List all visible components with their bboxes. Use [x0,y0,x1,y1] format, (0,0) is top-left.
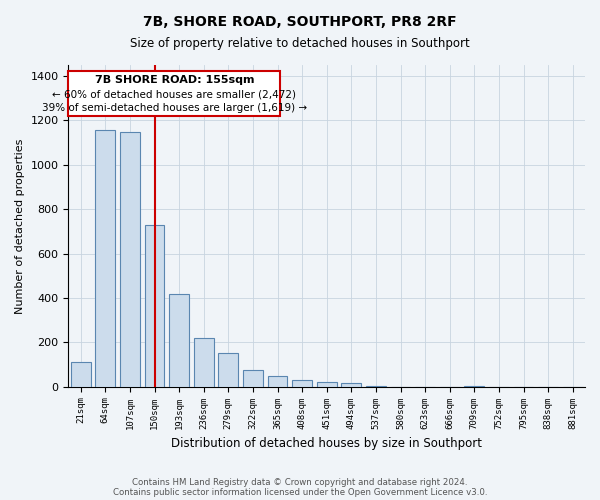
X-axis label: Distribution of detached houses by size in Southport: Distribution of detached houses by size … [171,437,482,450]
Text: Contains HM Land Registry data © Crown copyright and database right 2024.: Contains HM Land Registry data © Crown c… [132,478,468,487]
Text: ← 60% of detached houses are smaller (2,472): ← 60% of detached houses are smaller (2,… [52,89,296,99]
FancyBboxPatch shape [68,72,280,117]
Text: 39% of semi-detached houses are larger (1,619) →: 39% of semi-detached houses are larger (… [42,103,307,113]
Bar [194,338,214,386]
Text: Size of property relative to detached houses in Southport: Size of property relative to detached ho… [130,38,470,51]
Text: 7B, SHORE ROAD, SOUTHPORT, PR8 2RF: 7B, SHORE ROAD, SOUTHPORT, PR8 2RF [143,15,457,29]
Bar [169,294,189,386]
Bar [292,380,312,386]
Bar [95,130,115,386]
Bar [145,224,164,386]
Bar [218,354,238,386]
Bar [120,132,140,386]
Bar [268,376,287,386]
Bar [341,384,361,386]
Bar [243,370,263,386]
Text: Contains public sector information licensed under the Open Government Licence v3: Contains public sector information licen… [113,488,487,497]
Bar [317,382,337,386]
Bar [71,362,91,386]
Text: 7B SHORE ROAD: 155sqm: 7B SHORE ROAD: 155sqm [95,76,254,86]
Y-axis label: Number of detached properties: Number of detached properties [15,138,25,314]
